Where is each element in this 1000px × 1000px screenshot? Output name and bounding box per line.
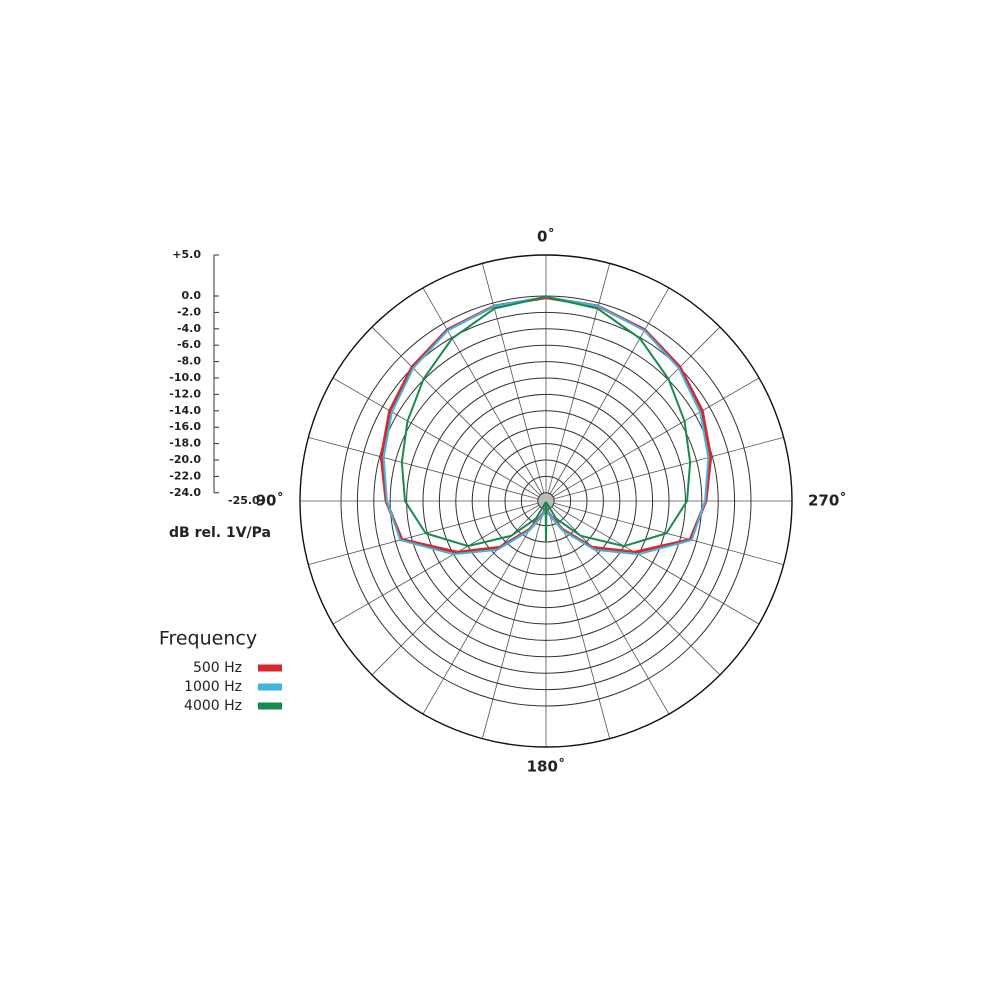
grid-ring <box>422 377 670 625</box>
legend-label: 1000 Hz <box>184 679 242 695</box>
grid-ring <box>438 393 654 609</box>
series-curve <box>400 295 692 548</box>
grid-ring <box>356 311 736 691</box>
legend-label: 500 Hz <box>193 660 242 676</box>
legend-swatch <box>258 664 282 672</box>
grid-ring <box>389 344 703 658</box>
angle-label: 180˚ <box>527 758 566 776</box>
grid-ring <box>406 361 686 641</box>
grid-ring <box>299 254 793 748</box>
y-tick-label: +5.0 <box>172 248 201 261</box>
y-tick-label: -16.0 <box>169 420 201 433</box>
y-tick-label: -22.0 <box>169 469 201 482</box>
y-tick-label: -18.0 <box>169 437 201 450</box>
grid-ring <box>471 426 621 576</box>
y-tick-label: -25.0 <box>228 494 260 507</box>
curves <box>379 295 713 556</box>
y-tick-label: -12.0 <box>169 387 201 400</box>
y-tick-label: 0.0 <box>182 289 202 302</box>
angle-label: 90˚ <box>256 492 284 510</box>
angle-label: 270˚ <box>808 492 847 510</box>
axis-label: dB rel. 1V/Pa <box>169 525 271 541</box>
legend-label: 4000 Hz <box>184 698 242 714</box>
y-tick-label: -14.0 <box>169 404 201 417</box>
y-tick-label: -8.0 <box>177 355 201 368</box>
legend-title: Frequency <box>159 628 257 650</box>
y-tick-label: -20.0 <box>169 453 201 466</box>
angle-label: 0˚ <box>537 228 555 246</box>
legend-swatch <box>258 683 282 691</box>
legend-swatch <box>258 702 282 710</box>
polar-grid <box>299 254 793 748</box>
y-tick-label: -24.0 <box>169 486 201 499</box>
y-tick-label: -4.0 <box>177 322 201 335</box>
labels: +5.0 0.0 -2.0 -4.0 -6.0 -8.0 -10.0 -12.0 -14.0 -1… <box>169 228 847 776</box>
y-tick-label: -2.0 <box>177 305 201 318</box>
grid-ring <box>488 443 604 559</box>
y-tick-label: -6.0 <box>177 338 201 351</box>
grid-ring <box>373 328 719 674</box>
grid-ring <box>455 410 637 592</box>
y-tick-label: -10.0 <box>169 371 201 384</box>
